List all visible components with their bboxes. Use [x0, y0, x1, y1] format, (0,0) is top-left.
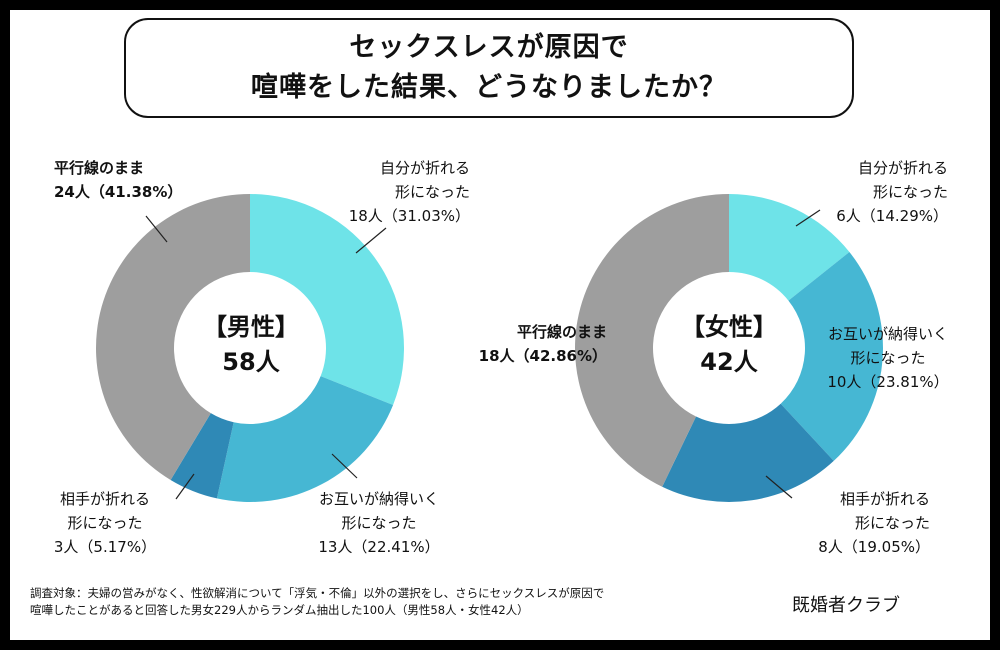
male-label-partner-yield-l2: 形になった	[67, 514, 143, 532]
donut-female	[575, 194, 883, 502]
male-label-self-yield-l1: 自分が折れる	[379, 159, 470, 177]
female-leader-partner-yield	[765, 475, 793, 499]
male-leader-mutual	[331, 453, 358, 479]
female-slice-self-yield	[729, 194, 850, 301]
female-label-self-yield-l2: 形になった	[872, 183, 948, 201]
male-leader-parallel	[145, 215, 168, 243]
female-slice-partner-yield	[662, 403, 834, 502]
female-leader-self-yield	[795, 209, 821, 227]
female-label-self-yield-l1: 自分が折れる	[857, 159, 948, 177]
footnote-line-1: 調査対象：夫婦の営みがなく、性欲解消について「浮気・不倫」以外の選択をし、さらに…	[30, 586, 605, 600]
male-slice-parallel	[95, 194, 251, 480]
female-label-partner-yield: 相手が折れる 形になった 8人（19.05%）	[790, 487, 930, 559]
female-label-parallel: 平行線のまま 18人（42.86%）	[462, 320, 607, 368]
male-label-partner-yield-l1: 相手が折れる	[59, 490, 150, 508]
brand-name: 既婚者クラブ	[792, 595, 900, 616]
male-label-self-yield-l3: 18人（31.03%）	[348, 207, 470, 225]
female-label-self-yield: 自分が折れる 形になった 6人（14.29%）	[818, 156, 948, 228]
male-label-self-yield-l2: 形になった	[394, 183, 470, 201]
male-total: 58人	[222, 348, 280, 376]
male-label-self-yield: 自分が折れる 形になった 18人（31.03%）	[340, 156, 470, 228]
female-label-self-yield-l3: 6人（14.29%）	[836, 207, 948, 225]
male-group-name: 【男性】	[203, 313, 299, 341]
male-slice-mutual	[216, 376, 394, 502]
female-label-partner-yield-l1: 相手が折れる	[839, 490, 930, 508]
female-label-mutual: お互いが納得いく 形になった 10人（23.81%）	[808, 322, 968, 394]
female-group-name: 【女性】	[681, 313, 777, 341]
title-box: セックスレスが原因で 喧嘩をした結果、どうなりましたか？	[124, 18, 854, 118]
female-center-label: 【女性】 42人	[654, 310, 804, 380]
female-label-partner-yield-l2: 形になった	[854, 514, 930, 532]
male-leader-partner-yield	[175, 473, 195, 500]
male-center-label: 【男性】 58人	[176, 310, 326, 380]
male-label-partner-yield: 相手が折れる 形になった 3人（5.17%）	[50, 487, 160, 559]
male-label-parallel-l1: 平行線のまま	[54, 159, 145, 177]
male-slice-self-yield	[250, 194, 404, 406]
female-total: 42人	[700, 348, 758, 376]
male-label-mutual-l3: 13人（22.41%）	[318, 538, 440, 556]
female-label-mutual-l2: 形になった	[850, 349, 926, 367]
male-leader-self-yield	[355, 227, 387, 254]
survey-footnote: 調査対象：夫婦の営みがなく、性欲解消について「浮気・不倫」以外の選択をし、さらに…	[30, 585, 604, 619]
female-label-parallel-l2: 18人（42.86%）	[478, 347, 607, 365]
male-label-mutual-l1: お互いが納得いく	[318, 490, 439, 508]
female-slice-mutual	[780, 251, 883, 461]
donut-male	[95, 194, 404, 502]
female-label-mutual-l1: お互いが納得いく	[827, 325, 948, 343]
male-label-parallel-l2: 24人（41.38%）	[54, 183, 183, 201]
female-label-parallel-l1: 平行線のまま	[516, 323, 607, 341]
male-slice-partner-yield	[170, 413, 234, 499]
male-label-mutual: お互いが納得いく 形になった 13人（22.41%）	[304, 487, 454, 559]
male-label-mutual-l2: 形になった	[341, 514, 417, 532]
male-label-partner-yield-l3: 3人（5.17%）	[53, 538, 157, 556]
male-label-parallel: 平行線のまま 24人（41.38%）	[54, 156, 182, 204]
female-label-partner-yield-l3: 8人（19.05%）	[818, 538, 930, 556]
footnote-line-2: 喧嘩したことがあると回答した男女229人からランダム抽出した100人（男性58人…	[30, 603, 529, 617]
title-line-2: 喧嘩をした結果、どうなりましたか？	[251, 72, 727, 103]
female-label-mutual-l3: 10人（23.81%）	[827, 373, 949, 391]
title-line-1: セックスレスが原因で	[349, 32, 629, 63]
female-slice-parallel	[575, 194, 729, 487]
